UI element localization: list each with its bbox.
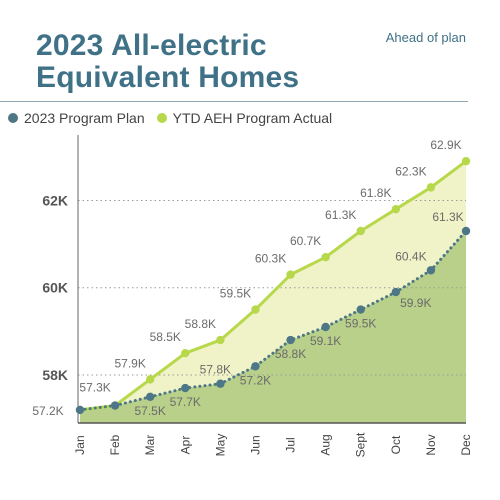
actual-line (79, 159, 467, 412)
start-data-label: 57.2K (32, 404, 63, 418)
actual-point-7 (321, 252, 330, 262)
actual-data-label-9: 61.8K (360, 186, 391, 200)
actual-data-label-7: 60.7K (290, 234, 321, 248)
plan-point-0 (75, 405, 85, 415)
actual-point-4 (216, 335, 225, 345)
status-note: Ahead of plan (385, 30, 466, 45)
plan-point-7 (321, 322, 330, 332)
plan-point-9 (391, 287, 401, 297)
chart-title-line2: Equivalent Homes (36, 61, 300, 94)
plan-data-label-3: 57.7K (170, 395, 201, 409)
x-tick-label-jun: Jun (248, 435, 262, 454)
plan-point-6 (286, 335, 295, 345)
x-tick-label-apr: Apr (178, 436, 192, 455)
plan-data-label-7: 59.1K (310, 334, 341, 348)
legend: 2023 Program Plan YTD AEH Program Actual (8, 110, 344, 126)
legend-plan-label: 2023 Program Plan (24, 110, 145, 126)
x-tick-label-jan: Jan (73, 435, 87, 454)
plan-data-label-9: 59.9K (400, 296, 431, 310)
chart-title-line1: 2023 All-electric (36, 29, 267, 62)
plan-data-label-8: 59.5K (345, 317, 376, 331)
actual-point-10 (426, 183, 436, 192)
actual-data-label-8: 61.3K (325, 208, 356, 222)
x-tick-label-aug: Aug (319, 434, 333, 455)
legend-plan-marker (8, 113, 18, 123)
plan-point-3 (181, 383, 190, 393)
plan-point-8 (356, 305, 365, 314)
legend-item-plan: 2023 Program Plan (8, 110, 145, 126)
plan-data-label-6: 58.8K (275, 347, 306, 361)
legend-item-actual: YTD AEH Program Actual (156, 110, 333, 126)
plan-data-label-4: 57.8K (200, 363, 231, 377)
actual-point-3 (181, 348, 190, 358)
plan-data-label-10: 60.4K (395, 249, 426, 263)
actual-data-label-1: 57.3K (79, 381, 110, 395)
actual-data-label-5: 59.5K (220, 287, 251, 301)
plan-data-label-11: 61.3K (432, 210, 463, 224)
plan-point-10 (426, 266, 436, 275)
actual-data-label-3: 58.5K (150, 330, 181, 344)
actual-point-8 (356, 226, 365, 236)
actual-data-label-2: 57.9K (115, 356, 146, 370)
y-tick-label-2: 62K (42, 192, 68, 208)
actual-data-label-4: 58.8K (185, 317, 216, 331)
plan-point-11 (461, 226, 471, 236)
x-tick-label-feb: Feb (108, 434, 122, 455)
plan-data-label-5: 57.2K (240, 373, 271, 387)
x-tick-label-mar: Mar (143, 435, 157, 456)
actual-data-label-6: 60.3K (255, 252, 286, 266)
actual-point-11 (461, 156, 471, 166)
x-tick-label-dec: Dec (459, 434, 473, 455)
plan-data-label-2: 57.5K (135, 404, 166, 418)
y-tick-label-1: 60K (42, 280, 68, 296)
actual-data-label-11: 62.9K (430, 138, 461, 152)
plan-point-2 (145, 392, 155, 402)
x-tick-label-jul: Jul (284, 437, 298, 452)
legend-actual-label: YTD AEH Program Actual (172, 110, 333, 126)
x-tick-label-nov: Nov (424, 434, 438, 455)
x-tick-label-oct: Oct (389, 435, 403, 454)
title-divider (0, 101, 468, 102)
legend-actual-marker (156, 113, 167, 123)
chart-title: 2023 All-electric Equivalent Homes (36, 30, 299, 94)
plan-area (80, 231, 466, 423)
plan-point-4 (216, 379, 225, 388)
x-tick-label-sept: Sept (354, 432, 368, 457)
actual-point-9 (391, 204, 401, 214)
actual-point-2 (145, 375, 155, 384)
plan-point-1 (110, 401, 120, 410)
actual-point-6 (286, 270, 295, 279)
y-tick-label-0: 58K (42, 367, 68, 383)
plan-point-5 (251, 362, 260, 371)
plan-line (78, 229, 468, 412)
x-tick-label-may: May (213, 434, 227, 457)
actual-data-label-10: 62.3K (395, 164, 426, 178)
actual-point-5 (251, 305, 260, 314)
